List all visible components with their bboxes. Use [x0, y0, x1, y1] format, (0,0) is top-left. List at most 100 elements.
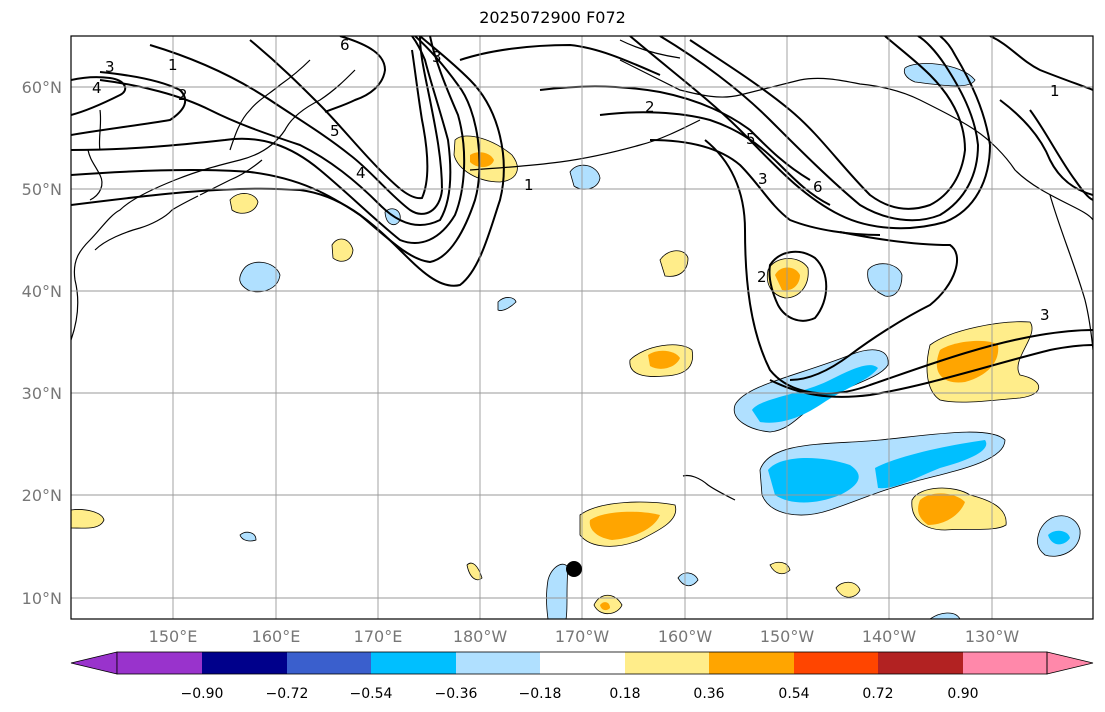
contour-line: [789, 231, 959, 381]
positive-anomaly-region: [835, 581, 861, 598]
contour-label: 3: [432, 48, 442, 66]
contour-label: 1: [168, 56, 178, 74]
colorbar-segment: [371, 652, 456, 674]
colorbar-segment: [540, 652, 625, 674]
contour-label: 4: [92, 79, 102, 97]
latitude-labels: 60°N 50°N 40°N 30°N 20°N 10°N: [22, 78, 62, 608]
contour-line: [71, 36, 481, 264]
negative-anomaly-region: [677, 572, 699, 587]
longitude-labels: 150°E 160°E 170°E 180°W 170°W 160°W 150°…: [149, 627, 1020, 646]
contour-line: [599, 111, 831, 206]
lat-label: 50°N: [22, 180, 62, 199]
colorbar-low-extend: [70, 651, 118, 675]
colorbar-segment: [794, 652, 878, 674]
coastlines: [71, 39, 1093, 501]
strong-negative-anomaly-core: [768, 458, 859, 503]
colorbar-tick-label: −0.90: [181, 686, 224, 702]
positive-anomaly-region: [229, 193, 259, 214]
negative-anomaly-region: [569, 164, 601, 190]
colorbar-segment: [287, 652, 371, 674]
hawaii-islands: [682, 474, 736, 501]
positive-anomaly-region: [659, 250, 689, 277]
north-america-coastline: [1049, 194, 1093, 351]
contour-label: 3: [105, 58, 115, 76]
contour-line: [704, 139, 1093, 395]
strong-negative-anomaly-core: [875, 440, 987, 489]
negative-anomaly-region: [497, 297, 517, 311]
contour-line: [539, 85, 811, 181]
colorbar-tick-label: −0.54: [350, 686, 393, 702]
lat-label: 40°N: [22, 282, 62, 301]
lon-label: 150°W: [760, 627, 815, 646]
contour-label: 5: [330, 122, 340, 140]
strong-positive-anomaly-core: [936, 340, 999, 383]
positive-anomaly-region: [331, 238, 354, 262]
colorbar-tick-label: 0.36: [693, 686, 724, 702]
positive-anomaly-region: [71, 509, 105, 529]
contour-label: 1: [1050, 82, 1060, 100]
contour-label: 2: [645, 98, 655, 116]
contour-line: [768, 250, 828, 322]
aleutian-islands: [469, 119, 701, 171]
lon-label: 160°E: [252, 627, 301, 646]
alaska-coastline: [619, 59, 1093, 221]
lon-label: 170°E: [354, 627, 403, 646]
colorbar-tick-label: 0.72: [862, 686, 893, 702]
strong-positive-anomaly-core: [775, 267, 800, 291]
asia-coastline: [71, 69, 356, 341]
contour-line: [249, 39, 429, 200]
contour-line: [649, 139, 881, 236]
strong-positive-anomaly-core: [918, 493, 965, 525]
contour-line: [769, 344, 1093, 398]
colorbar-segment: [963, 652, 1047, 674]
lon-label: 130°W: [965, 627, 1020, 646]
lon-label: 140°W: [862, 627, 917, 646]
positive-anomaly-region: [769, 561, 791, 575]
lat-label: 60°N: [22, 78, 62, 97]
colorbar-segment: [456, 652, 540, 674]
lon-label: 180°W: [453, 627, 508, 646]
contour-line: [71, 71, 187, 136]
contour-labels: 3 1 4 2 6 3 5 4 1 2 5 3 6 2 3 1: [92, 36, 1060, 324]
colorbar-segment: [878, 652, 963, 674]
map-title: 2025072900 F072: [479, 8, 626, 27]
strong-positive-anomaly-core: [600, 602, 610, 611]
colorbar-segment: [625, 652, 709, 674]
strong-positive-anomaly-core: [648, 350, 680, 369]
lon-label: 150°E: [149, 627, 198, 646]
lon-label: 160°W: [658, 627, 713, 646]
contour-line: [99, 36, 452, 226]
contour-label: 5: [746, 130, 756, 148]
map-border: [70, 35, 1094, 620]
colorbar-frame: [116, 651, 1048, 675]
contour-line: [659, 36, 980, 222]
colorbar-tick-label: −0.18: [519, 686, 562, 702]
contour-line: [71, 76, 127, 116]
contour-label: 6: [340, 36, 350, 54]
lat-label: 30°N: [22, 384, 62, 403]
contour-label: 2: [178, 86, 188, 104]
lat-label: 10°N: [22, 589, 62, 608]
storm-position-marker: [566, 561, 582, 577]
contour-line: [989, 36, 1093, 91]
contour-label: 2: [757, 268, 767, 286]
contour-label: 3: [1040, 306, 1050, 324]
japan-island-coastline: [87, 149, 103, 201]
positive-anomaly-region: [466, 562, 483, 581]
colorbar-high-extend: [1046, 651, 1094, 675]
colorbar-segment: [709, 652, 794, 674]
sakhalin-coastline: [98, 109, 102, 151]
negative-anomaly-region: [239, 261, 281, 293]
colorbar-tick-label: 0.54: [778, 686, 809, 702]
contour-line: [629, 36, 992, 230]
gridlines: [71, 36, 1093, 619]
negative-anomaly-region: [546, 563, 569, 619]
contour-line: [459, 43, 661, 76]
strong-positive-anomaly-core: [470, 152, 494, 168]
contour-label: 3: [758, 170, 768, 188]
contour-label: 1: [524, 176, 534, 194]
colorbar-tick-label: 0.90: [947, 686, 978, 702]
strong-positive-anomaly-core: [589, 511, 660, 540]
colorbar-tick-label: 0.18: [609, 686, 640, 702]
